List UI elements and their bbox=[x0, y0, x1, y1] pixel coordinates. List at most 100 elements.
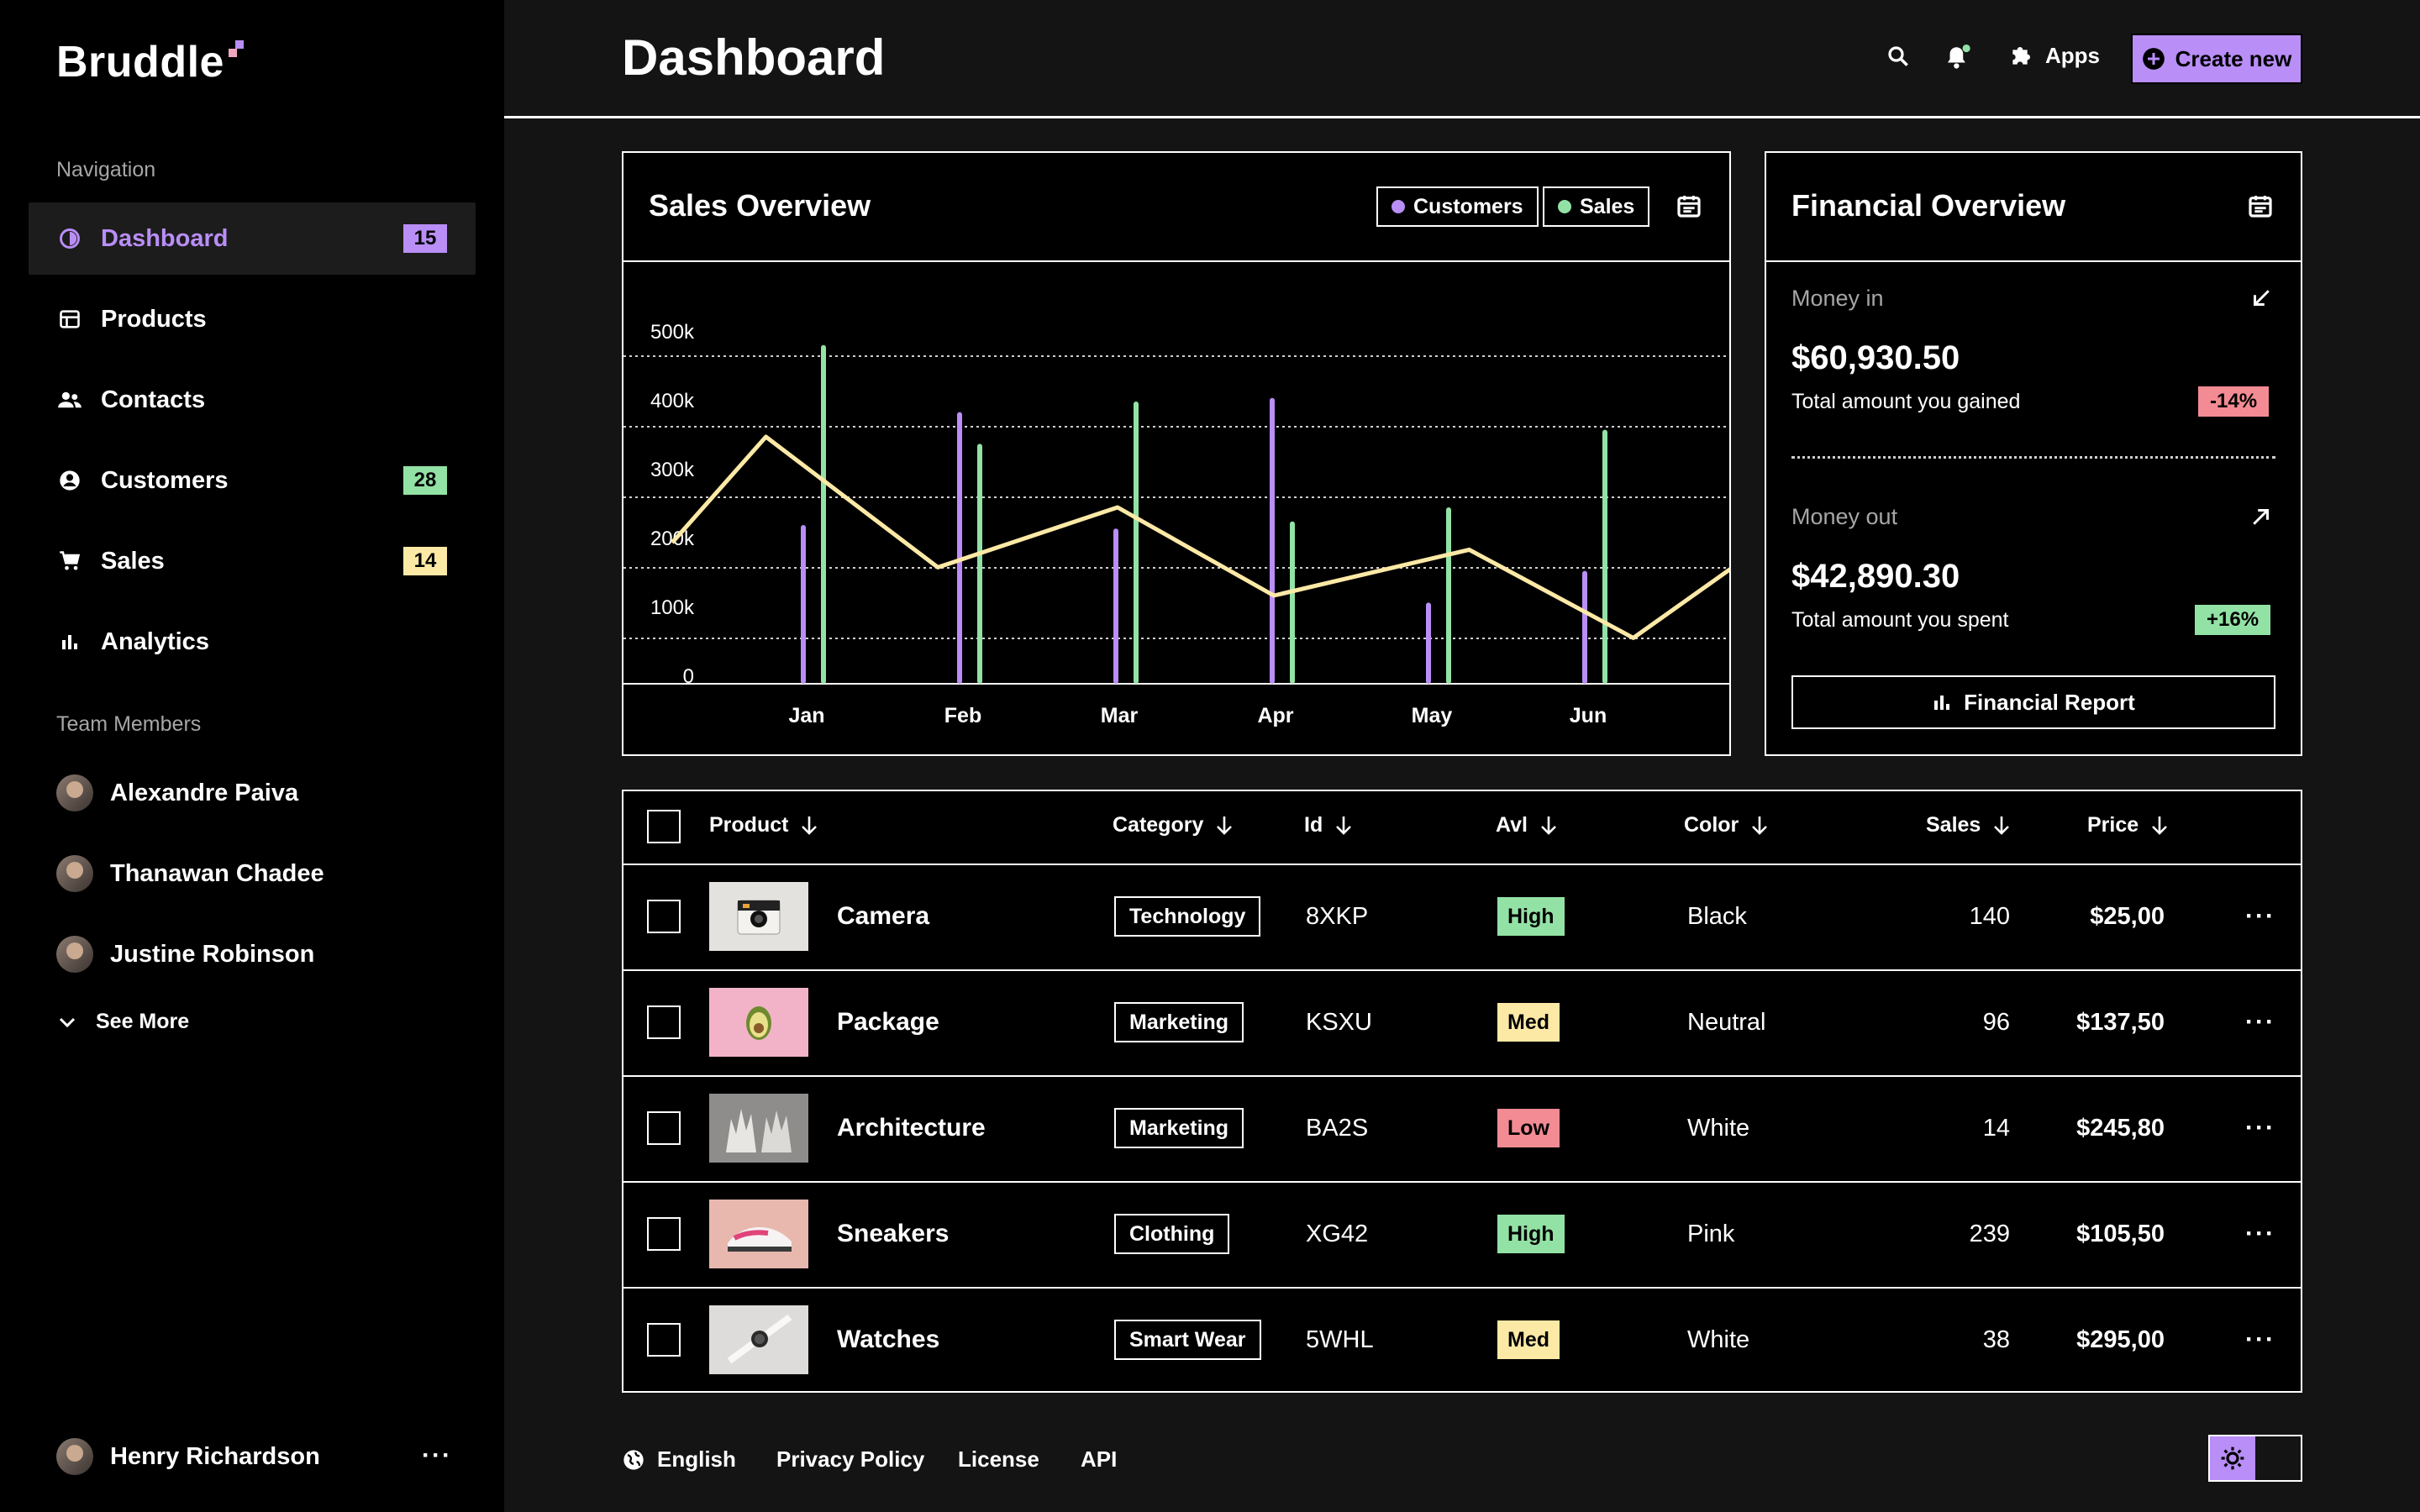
row-divider bbox=[622, 864, 2302, 865]
team-member[interactable]: Thanawan Chadee bbox=[56, 855, 324, 892]
product-price: $295,00 bbox=[2076, 1326, 2165, 1353]
select-all-checkbox[interactable] bbox=[647, 810, 681, 843]
avatar bbox=[56, 855, 93, 892]
member-name: Alexandre Paiva bbox=[110, 779, 299, 806]
product-thumbnail-sneakers bbox=[709, 1200, 808, 1268]
category-tag: Smart Wear bbox=[1114, 1320, 1261, 1360]
y-tick-label: 0 bbox=[683, 665, 694, 688]
product-name[interactable]: Architecture bbox=[837, 1114, 986, 1142]
product-name[interactable]: Watches bbox=[837, 1326, 940, 1353]
calendar-icon bbox=[1677, 196, 1701, 218]
create-new-label: Create new bbox=[2175, 45, 2292, 71]
current-user[interactable]: Henry Richardson bbox=[56, 1438, 320, 1475]
sidebar-item-dashboard[interactable]: Dashboard 15 bbox=[29, 202, 476, 275]
count-badge: 14 bbox=[403, 547, 447, 575]
sales-overview-title: Sales Overview bbox=[649, 188, 871, 223]
column-header-price[interactable]: Price bbox=[2087, 813, 2169, 837]
team-member[interactable]: Justine Robinson bbox=[56, 936, 314, 973]
bar-customers bbox=[801, 525, 806, 684]
sidebar-item-sales[interactable]: Sales 14 bbox=[29, 525, 476, 597]
team-member[interactable]: Alexandre Paiva bbox=[56, 774, 298, 811]
contacts-icon bbox=[57, 387, 82, 412]
cart-icon bbox=[57, 549, 82, 574]
financial-report-button[interactable]: Financial Report bbox=[1791, 675, 2275, 729]
arrow-down-icon bbox=[1336, 816, 1352, 835]
apps-label: Apps bbox=[2045, 42, 2100, 68]
search-icon bbox=[1888, 46, 1908, 66]
product-id: 8XKP bbox=[1306, 903, 1369, 930]
column-header-category[interactable]: Category bbox=[1113, 813, 1234, 837]
search-button[interactable] bbox=[1886, 44, 1911, 73]
row-checkbox[interactable] bbox=[647, 1217, 681, 1251]
sidebar-item-label: Dashboard bbox=[101, 224, 229, 252]
product-color: White bbox=[1687, 1326, 1750, 1353]
column-header-sales[interactable]: Sales bbox=[1926, 813, 2011, 837]
dark-mode-button[interactable] bbox=[2255, 1436, 2301, 1480]
sidebar-item-customers[interactable]: Customers 28 bbox=[29, 444, 476, 517]
see-more-button[interactable]: See More bbox=[59, 1010, 189, 1034]
apps-button[interactable]: Apps bbox=[2008, 42, 2100, 69]
arrow-down-icon bbox=[1752, 816, 1768, 835]
product-sales: 140 bbox=[1969, 903, 2010, 930]
financial-calendar-button[interactable] bbox=[2247, 192, 2274, 223]
dashboard-icon bbox=[57, 226, 82, 251]
sales-calendar-button[interactable] bbox=[1676, 192, 1702, 223]
product-sales: 14 bbox=[1982, 1115, 2010, 1142]
availability-badge: High bbox=[1497, 1215, 1565, 1253]
y-tick-label: 100k bbox=[650, 596, 695, 619]
column-label: Product bbox=[709, 813, 789, 837]
arrow-down-icon bbox=[1994, 816, 2010, 835]
product-name[interactable]: Camera bbox=[837, 902, 930, 930]
privacy-policy-link[interactable]: Privacy Policy bbox=[776, 1446, 925, 1472]
x-tick-label: Mar bbox=[1101, 704, 1139, 727]
column-header-id[interactable]: Id bbox=[1304, 813, 1353, 837]
product-color: Neutral bbox=[1687, 1009, 1766, 1036]
api-link[interactable]: API bbox=[1081, 1446, 1118, 1472]
legend-customers[interactable]: Customers bbox=[1376, 186, 1539, 227]
light-mode-button[interactable] bbox=[2210, 1436, 2255, 1480]
bar-customers bbox=[1582, 570, 1587, 684]
row-more-button[interactable]: ··· bbox=[2245, 1220, 2275, 1247]
customer-icon bbox=[57, 468, 82, 493]
category-tag: Marketing bbox=[1114, 1108, 1244, 1148]
member-name: Justine Robinson bbox=[110, 940, 315, 968]
column-header-color[interactable]: Color bbox=[1684, 813, 1769, 837]
legend-label: Customers bbox=[1413, 194, 1523, 218]
user-more-button[interactable]: ··· bbox=[422, 1441, 452, 1469]
row-checkbox[interactable] bbox=[647, 1323, 681, 1357]
language-selector[interactable]: English bbox=[622, 1446, 736, 1473]
row-checkbox[interactable] bbox=[647, 900, 681, 933]
row-more-button[interactable]: ··· bbox=[2245, 1008, 2275, 1036]
theme-toggle[interactable] bbox=[2208, 1435, 2302, 1482]
bar-customers bbox=[1113, 528, 1118, 684]
product-name[interactable]: Package bbox=[837, 1008, 939, 1036]
legend-sales[interactable]: Sales bbox=[1543, 186, 1650, 227]
product-color: Black bbox=[1687, 903, 1747, 930]
money-out-subtitle: Total amount you spent bbox=[1791, 608, 2009, 632]
column-header-product[interactable]: Product bbox=[709, 813, 818, 837]
license-link[interactable]: License bbox=[958, 1446, 1039, 1472]
create-new-button[interactable]: Create new bbox=[2131, 34, 2302, 84]
y-tick-label: 300k bbox=[650, 459, 695, 481]
y-tick-label: 200k bbox=[650, 528, 695, 550]
brand-logo[interactable]: Bruddle bbox=[56, 38, 224, 87]
product-sales: 38 bbox=[1982, 1326, 2010, 1353]
products-table bbox=[622, 790, 2302, 1393]
column-header-avl[interactable]: Avl bbox=[1496, 813, 1558, 837]
row-checkbox[interactable] bbox=[647, 1111, 681, 1145]
row-more-button[interactable]: ··· bbox=[2245, 1114, 2275, 1142]
row-checkbox[interactable] bbox=[647, 1005, 681, 1039]
sidebar-item-contacts[interactable]: Contacts bbox=[29, 364, 476, 436]
avatar bbox=[56, 774, 93, 811]
count-badge: 15 bbox=[403, 224, 447, 253]
sidebar-item-products[interactable]: Products bbox=[29, 283, 476, 355]
money-in-change-badge: -14% bbox=[2198, 386, 2270, 417]
sidebar-item-label: Customers bbox=[101, 466, 229, 494]
notifications-button[interactable] bbox=[1944, 44, 1973, 75]
product-name[interactable]: Sneakers bbox=[837, 1220, 950, 1247]
row-more-button[interactable]: ··· bbox=[2245, 1326, 2275, 1353]
row-more-button[interactable]: ··· bbox=[2245, 902, 2275, 930]
sidebar-item-analytics[interactable]: Analytics bbox=[29, 606, 476, 678]
product-price: $137,50 bbox=[2076, 1009, 2165, 1036]
arrow-down-left-icon bbox=[2254, 290, 2270, 306]
